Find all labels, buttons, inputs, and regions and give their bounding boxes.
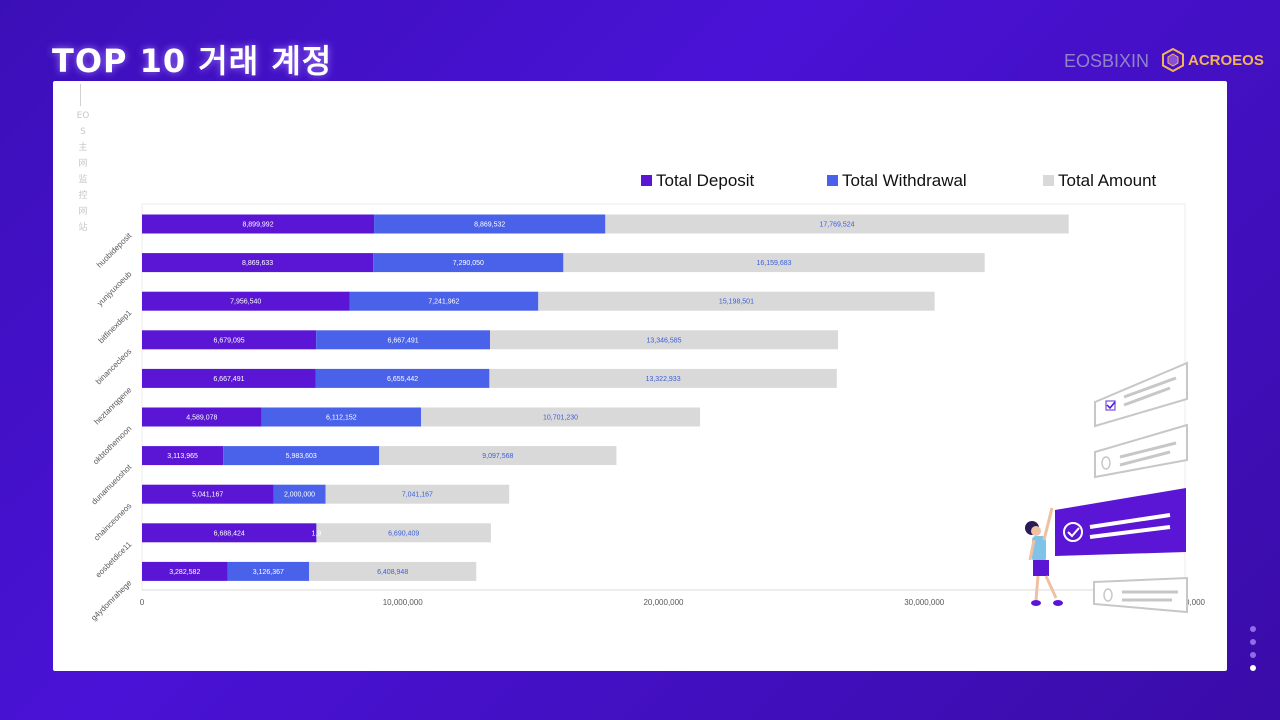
bar-withdrawal	[316, 330, 491, 350]
data-label-withdrawal: 8,869,532	[474, 222, 505, 229]
bar-withdrawal	[374, 214, 606, 234]
bar-deposit	[142, 523, 317, 543]
page-indicator	[1250, 626, 1258, 678]
data-label-amount: 6,408,948	[377, 569, 408, 576]
x-tick-label: 10,000,000	[383, 598, 424, 607]
category-label: huobideposit	[95, 231, 134, 270]
bar-deposit	[142, 253, 374, 273]
bar-deposit	[142, 214, 375, 234]
page-dot-active[interactable]	[1250, 665, 1256, 671]
bar-deposit	[142, 368, 316, 388]
data-label-amount: 10,701,230	[543, 415, 578, 422]
data-label-deposit: 6,679,095	[214, 337, 245, 344]
watermark-line	[80, 84, 81, 106]
data-label-withdrawal: 6,667,491	[388, 337, 419, 344]
legend-swatch-amount	[1043, 175, 1054, 186]
data-label-amount: 13,346,585	[646, 337, 681, 344]
brand-acroeos-text: ACROEOS	[1188, 51, 1264, 69]
bar-deposit	[142, 484, 274, 504]
data-label-withdrawal: 6,655,442	[387, 376, 418, 383]
bar-deposit	[142, 291, 350, 311]
bar-amount	[421, 407, 701, 427]
x-tick-label: 0	[140, 598, 145, 607]
category-label: bitfinexdep1	[97, 308, 134, 345]
bar-amount	[489, 368, 837, 388]
data-label-deposit: 6,667,491	[213, 376, 244, 383]
category-label: yunjyuxoeub	[95, 269, 134, 308]
category-label: chainceoneos	[92, 501, 133, 542]
category-label: binancecleos	[94, 347, 133, 386]
legend-swatch-withdrawal	[827, 175, 838, 186]
data-label-withdrawal: 5,983,603	[286, 453, 317, 460]
data-label-amount: 16,159,683	[757, 260, 792, 267]
bar-withdrawal	[349, 291, 539, 311]
x-tick-label: 30,000,000	[904, 598, 945, 607]
bar-amount	[563, 253, 985, 273]
checklist-illustration	[1025, 361, 1188, 614]
bar-amount	[325, 484, 510, 504]
bar-amount	[605, 214, 1069, 234]
data-label-deposit: 4,589,078	[186, 415, 217, 422]
category-label: dunamueoshot	[90, 462, 134, 506]
data-label-deposit: 5,041,167	[192, 492, 223, 499]
data-label-amount: 13,322,933	[646, 376, 681, 383]
bar-amount	[490, 330, 839, 350]
category-label: eosbetdice11	[94, 539, 134, 579]
data-label-deposit: 3,282,582	[169, 569, 200, 576]
data-label-amount: 9,097,568	[482, 453, 513, 460]
bar-amount	[379, 446, 617, 466]
legend-label-withdrawal: Total Withdrawal	[842, 171, 967, 190]
vertical-watermark: EOS主网监控网站	[76, 111, 90, 233]
bar-deposit	[142, 446, 224, 466]
data-label-withdrawal: 7,241,962	[428, 299, 459, 306]
bar-withdrawal	[261, 407, 422, 427]
category-label: g4ydomrahege	[89, 578, 133, 622]
bar-amount	[316, 523, 491, 543]
data-label-amount: 7,041,167	[402, 492, 433, 499]
bar-deposit	[142, 330, 317, 350]
brand-eosbixin: EOSBIXIN	[1064, 51, 1150, 71]
bar-amount	[538, 291, 935, 311]
category-label: okbtothemoon	[91, 424, 133, 466]
data-label-deposit: 8,899,992	[242, 222, 273, 229]
page-dot[interactable]	[1250, 652, 1256, 658]
data-label-deposit: 8,869,633	[242, 260, 273, 267]
data-label-deposit: 6,688,424	[214, 530, 245, 537]
data-label-amount: 15,198,501	[719, 299, 754, 306]
data-label-withdrawal: 6,112,152	[326, 415, 357, 422]
legend-label-amount: Total Amount	[1058, 171, 1157, 190]
bar-withdrawal	[227, 561, 310, 581]
x-tick-label: 20,000,000	[643, 598, 684, 607]
data-label-deposit: 7,956,540	[230, 299, 261, 306]
bar-deposit	[142, 407, 262, 427]
data-label-withdrawal: 7,290,050	[453, 260, 484, 267]
data-label-withdrawal: 3,126,367	[253, 569, 284, 576]
data-label-amount: 17,769,524	[819, 222, 854, 229]
data-label-deposit: 3,113,965	[167, 453, 198, 460]
category-label: heztanrqgene	[92, 385, 133, 426]
bar-withdrawal	[273, 484, 326, 504]
data-label-withdrawal: 2,000,000	[284, 492, 315, 499]
page-title: TOP 10 거래 계정	[52, 42, 333, 80]
data-label-amount: 6,690,409	[388, 530, 419, 537]
page-dot[interactable]	[1250, 639, 1256, 645]
legend-swatch-deposit	[641, 175, 652, 186]
data-label-withdrawal: 1,9	[312, 530, 322, 537]
bar-amount	[309, 561, 477, 581]
bar-withdrawal	[315, 368, 490, 388]
brand-acroeos: ACROEOS	[1162, 48, 1264, 72]
bar-deposit	[142, 561, 228, 581]
acroeos-logo-icon	[1162, 48, 1184, 72]
legend-label-deposit: Total Deposit	[656, 171, 755, 190]
bar-withdrawal	[373, 253, 564, 273]
page-dot[interactable]	[1250, 626, 1256, 632]
bar-withdrawal	[223, 446, 380, 466]
